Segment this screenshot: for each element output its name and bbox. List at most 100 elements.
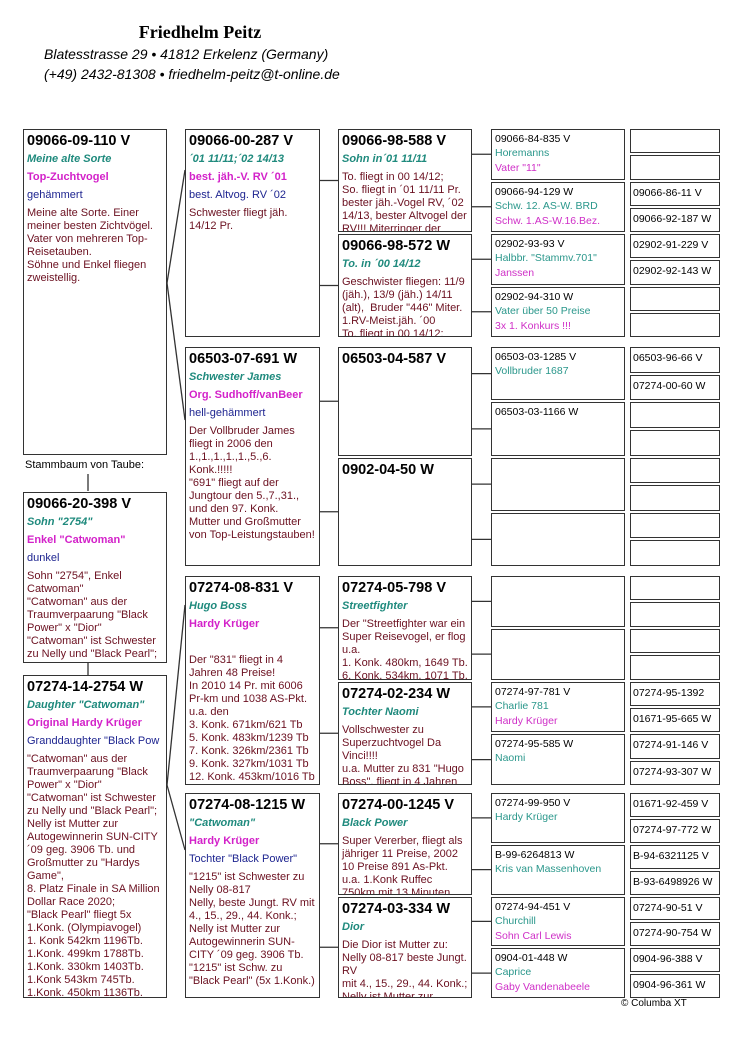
great-grandparent-box[interactable]: 06503-04-587 V xyxy=(338,347,472,456)
ancestor-box-gen5[interactable] xyxy=(630,512,720,539)
ancestor-box-gen5[interactable]: 07274-90-754 W xyxy=(630,922,720,947)
ancestor-box-gen5[interactable] xyxy=(630,402,720,428)
ancestor-box-gen4[interactable]: 09066-84-835 V Horemanns Vater "11" xyxy=(491,129,625,180)
pigeon-color: hell-gehämmert xyxy=(189,407,266,419)
grandparent-box[interactable]: 07274-08-831 V Hugo Boss Hardy Krüger Der "… xyxy=(185,576,320,785)
pigeon-remark: Schw. 1.AS-W.16.Bez. xyxy=(495,214,601,227)
subject-pigeon-box[interactable]: 09066-20-398 V Sohn "2754" Enkel "Catwoman… xyxy=(23,492,167,663)
pigeon-name: Halbbr. "Stammv.701" xyxy=(495,252,597,264)
grandparent-box[interactable]: 09066-00-287 V ´01 11/11;´02 14/13 best. j… xyxy=(185,129,320,337)
breeder-address: Blatesstrasse 29 • 41812 Erkelenz (Germa… xyxy=(44,46,329,62)
ring-number: 06503-03-1166 W xyxy=(495,406,579,419)
pigeon-name: Kris van Massenhoven xyxy=(495,862,602,875)
ring-number: 07274-05-798 V xyxy=(342,580,446,596)
parent-box-mother[interactable]: 07274-14-2754 W Daughter "Catwoman" Origin… xyxy=(23,675,167,998)
ancestor-box-gen5[interactable] xyxy=(630,628,720,654)
ancestor-box-gen4[interactable] xyxy=(491,576,625,627)
pigeon-name: Vollbruder 1687 xyxy=(495,365,569,377)
ancestor-box-gen5[interactable] xyxy=(630,655,720,680)
ancestor-box-gen5[interactable] xyxy=(630,286,720,311)
ancestor-box-gen5[interactable]: 02902-91-229 V xyxy=(630,234,720,259)
ancestor-box-gen5[interactable]: 07274-00-60 W xyxy=(630,374,720,401)
great-grandparent-box[interactable]: 09066-98-572 W To. in ´00 14/12 Geschwiste… xyxy=(338,234,472,337)
ring-number: 06503-03-1285 V xyxy=(495,351,577,363)
ancestor-box-gen4[interactable]: 07274-95-585 W Naomi xyxy=(491,734,625,785)
ring-number: 07274-02-234 W xyxy=(342,685,451,702)
pigeon-notes: Der Vollbruder James fliegt in 2006 den … xyxy=(189,425,315,541)
ancestor-box-gen5[interactable]: 01671-95-665 W xyxy=(630,707,720,733)
ancestor-box-gen4[interactable]: B-99-6264813 W Kris van Massenhoven xyxy=(491,844,625,895)
ancestor-box-gen5[interactable] xyxy=(630,485,720,511)
parent-box-father[interactable]: 09066-09-110 V Meine alte Sorte Top-Zuchtv… xyxy=(23,129,167,455)
pigeon-remark: 3x 1. Konkurs !!! xyxy=(495,319,571,332)
ancestor-box-gen5[interactable] xyxy=(630,602,720,627)
grandparent-box[interactable]: 06503-07-691 W Schwester James Org. Sudhof… xyxy=(185,347,320,566)
pigeon-remark: Gaby Vandenabeele xyxy=(495,981,590,994)
ring-number: 02902-93-93 V xyxy=(495,238,565,250)
great-grandparent-box[interactable]: 09066-98-588 V Sohn in´01 11/11 To. fliegt… xyxy=(338,129,472,232)
pigeon-notes: Die Dior ist Mutter zu: Nelly 08-817 bes… xyxy=(342,938,468,998)
ring-number: 07274-97-781 V xyxy=(495,685,571,698)
ancestor-box-gen5[interactable]: 0904-96-388 V xyxy=(630,948,720,973)
ancestor-box-gen5[interactable]: 07274-91-146 V xyxy=(630,734,720,759)
ring-number: 0904-96-361 W xyxy=(633,979,706,992)
ancestor-box-gen4[interactable]: 07274-94-451 V Churchill Sohn Carl Lewis xyxy=(491,896,625,947)
great-grandparent-box[interactable]: 07274-03-334 W Dior Die Dior ist Mutter zu… xyxy=(338,896,472,998)
ancestor-box-gen4[interactable] xyxy=(491,512,625,566)
pigeon-name: ´01 11/11;´02 14/13 xyxy=(189,153,284,165)
great-grandparent-box[interactable]: 07274-00-1245 V Black Power Super Vererber… xyxy=(338,793,472,895)
ring-number: 09066-00-287 V xyxy=(189,133,293,149)
ring-number: 07274-90-51 V xyxy=(633,901,703,914)
ancestor-box-gen4[interactable]: 0904-01-448 W Caprice Gaby Vandenabeele xyxy=(491,948,625,998)
ancestor-box-gen5[interactable]: B-94-6321125 V xyxy=(630,844,720,869)
pigeon-remark: Sohn Carl Lewis xyxy=(495,929,572,942)
ancestor-box-gen4[interactable]: 06503-03-1166 W xyxy=(491,402,625,456)
pigeon-name: Daughter "Catwoman" xyxy=(27,699,145,711)
ring-number: 07274-95-1392 xyxy=(633,686,705,699)
connector-line xyxy=(166,784,186,851)
ancestor-box-gen5[interactable]: B-93-6498926 W xyxy=(630,870,720,895)
great-grandparent-box[interactable]: 07274-05-798 V Streetfighter Der "Streetfi… xyxy=(338,576,472,680)
ancestor-box-gen4[interactable]: 02902-93-93 V Halbbr. "Stammv.701" Janssen xyxy=(491,234,625,285)
great-grandparent-box[interactable]: 0902-04-50 W xyxy=(338,457,472,566)
pigeon-name: Vater über 50 Preise xyxy=(495,304,591,317)
ancestor-box-gen4[interactable]: 06503-03-1285 V Vollbruder 1687 xyxy=(491,347,625,401)
ancestor-box-gen5[interactable]: 02902-92-143 W xyxy=(630,260,720,285)
ancestor-box-gen5[interactable]: 07274-95-1392 xyxy=(630,681,720,706)
pigeon-origin: Enkel "Catwoman" xyxy=(27,534,126,546)
ancestor-box-gen4[interactable]: 02902-94-310 W Vater über 50 Preise 3x 1. … xyxy=(491,286,625,337)
ancestor-box-gen4[interactable]: 09066-94-129 W Schw. 12. AS-W. BRD Schw. 1… xyxy=(491,181,625,232)
ancestor-box-gen5[interactable]: 07274-90-51 V xyxy=(630,896,720,921)
ring-number: B-94-6321125 V xyxy=(633,849,709,862)
ancestor-box-gen5[interactable]: 07274-97-772 W xyxy=(630,818,720,843)
ancestor-box-gen5[interactable]: 0904-96-361 W xyxy=(630,974,720,998)
ancestor-box-gen5[interactable]: 07274-93-307 W xyxy=(630,760,720,785)
ancestor-box-gen5[interactable]: 06503-96-66 V xyxy=(630,347,720,373)
ring-number: 07274-91-146 V xyxy=(633,739,709,752)
ancestor-box-gen4[interactable] xyxy=(491,628,625,680)
ancestor-box-gen4[interactable]: 07274-99-950 V Hardy Krüger xyxy=(491,793,625,843)
great-grandparent-box[interactable]: 07274-02-234 W Tochter Naomi Vollschwester… xyxy=(338,681,472,785)
ancestor-box-gen5[interactable] xyxy=(630,155,720,180)
ring-number: 09066-09-110 V xyxy=(27,133,131,149)
ancestor-box-gen4[interactable] xyxy=(491,457,625,511)
ancestor-box-gen5[interactable]: 01671-92-459 V xyxy=(630,793,720,817)
ancestor-box-gen5[interactable]: 09066-86-11 V xyxy=(630,181,720,206)
connector-line xyxy=(166,169,186,284)
ancestor-box-gen5[interactable] xyxy=(630,129,720,154)
pigeon-origin: Org. Sudhoff/vanBeer xyxy=(189,389,303,401)
ancestor-box-gen5[interactable] xyxy=(630,312,720,337)
ring-number: 07274-03-334 W xyxy=(342,900,451,917)
ancestor-box-gen5[interactable] xyxy=(630,576,720,601)
ancestor-box-gen4[interactable]: 07274-97-781 V Charlie 781 Hardy Krüger xyxy=(491,681,625,733)
ancestor-box-gen5[interactable] xyxy=(630,540,720,566)
ancestor-box-gen5[interactable]: 09066-92-187 W xyxy=(630,207,720,232)
ancestor-box-gen5[interactable] xyxy=(630,457,720,484)
ring-number: 07274-93-307 W xyxy=(633,765,712,778)
grandparent-box[interactable]: 07274-08-1215 W "Catwoman" Hardy Krüger Toc… xyxy=(185,793,320,998)
ring-number: 09066-94-129 W xyxy=(495,185,574,198)
ring-number: 07274-95-585 W xyxy=(495,738,574,751)
ancestor-box-gen5[interactable] xyxy=(630,429,720,456)
ring-number: 09066-98-588 V xyxy=(342,133,446,149)
pigeon-notes: Schwester fliegt jäh. 14/12 Pr. xyxy=(189,207,291,232)
